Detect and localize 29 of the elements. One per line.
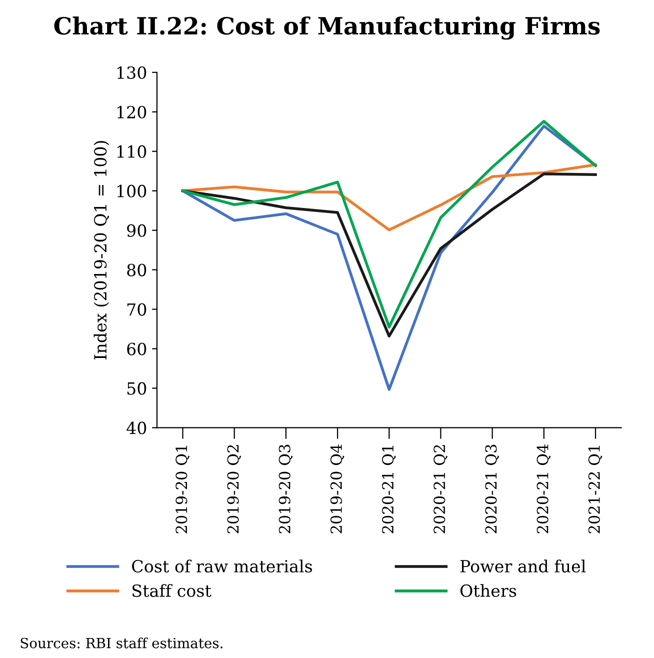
- source-note: Sources: RBI staff estimates.: [20, 638, 222, 648]
- legend-label: Others: [460, 584, 516, 597]
- x-tick-label: 2019-20 Q2: [227, 445, 242, 534]
- y-axis-title: Index (2019-20 Q1 = 100): [94, 140, 110, 360]
- x-tick-label: 2019-20 Q3: [278, 444, 293, 534]
- x-tick-label: 2020-21 Q3: [485, 444, 499, 534]
- x-tick-label: 2020-21 Q1: [382, 446, 396, 534]
- y-tick-label: 40: [126, 422, 146, 434]
- y-tick-label: 70: [127, 303, 146, 316]
- x-tick-label: 2019-20 Q4: [330, 444, 344, 534]
- y-tick-label: 110: [117, 145, 146, 158]
- line-series: [181, 172, 597, 338]
- y-tick-label: 50: [127, 382, 146, 395]
- y-tick-label: 90: [127, 224, 146, 237]
- legend-label: Staff cost: [132, 584, 212, 597]
- y-tick-label: 120: [117, 106, 146, 118]
- x-tick-label: 2019-20 Q1: [176, 446, 190, 534]
- chart-title: Chart II.22: Cost of Manufacturing Firms: [54, 16, 600, 40]
- legend-label: Cost of raw materials: [132, 560, 312, 573]
- y-tick-label: 100: [117, 184, 146, 198]
- y-tick-label: 130: [117, 66, 146, 79]
- y-tick-label: 80: [127, 264, 146, 276]
- line-series: [181, 163, 597, 232]
- y-tick-label: 60: [127, 342, 146, 356]
- x-tick-label: 2020-21 Q4: [536, 444, 551, 534]
- x-tick-label: 2021-22 Q1: [588, 446, 602, 534]
- line-series: [181, 120, 597, 328]
- x-tick-label: 2020-21 Q2: [434, 445, 448, 534]
- legend-label: Power and fuel: [460, 560, 586, 573]
